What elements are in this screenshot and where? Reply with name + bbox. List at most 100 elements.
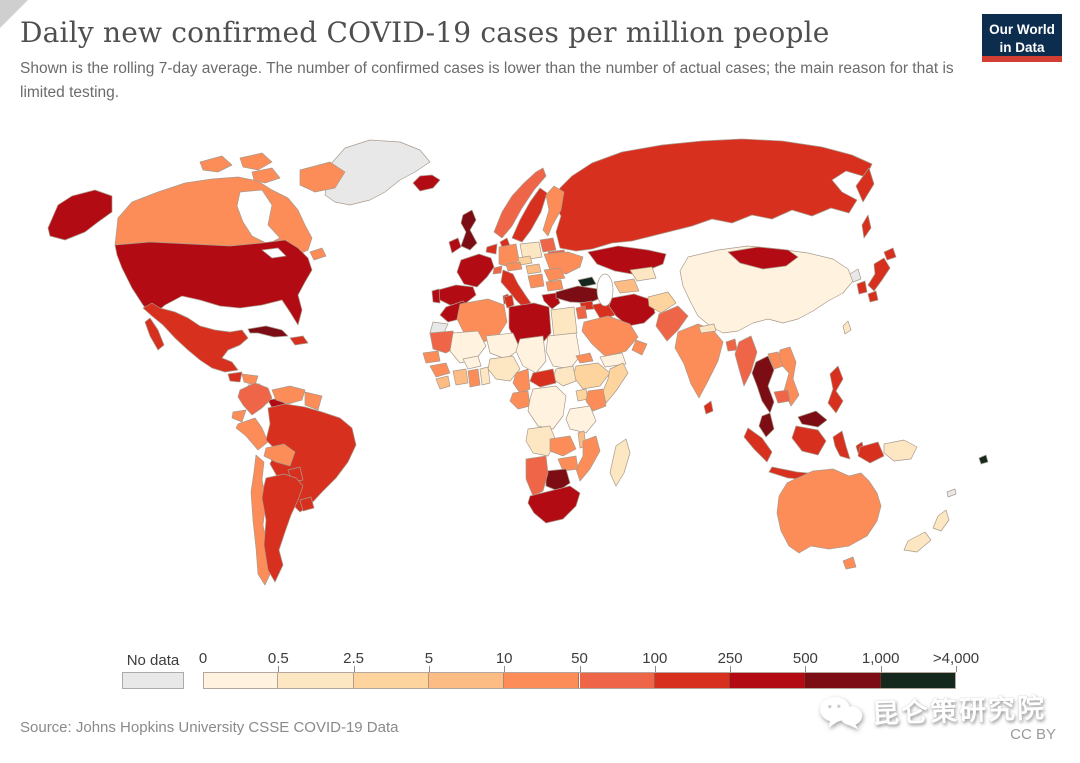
country-yemen[interactable] (599, 352, 627, 368)
country-australia-tasmania[interactable] (842, 556, 857, 570)
country-ivory-coast[interactable] (452, 368, 469, 386)
country-ghana[interactable] (467, 368, 481, 388)
country-mongolia[interactable] (727, 246, 799, 270)
country-senegal[interactable] (422, 350, 441, 364)
country-bangladesh[interactable] (725, 338, 738, 352)
country-malaysia-borneo[interactable] (797, 410, 828, 428)
country-indonesia-sumatra[interactable] (743, 427, 773, 463)
country-philippines[interactable] (827, 365, 844, 414)
country-iceland[interactable] (412, 174, 441, 192)
country-angola[interactable] (525, 425, 557, 457)
country-south-sudan[interactable] (552, 365, 577, 387)
country-sweden[interactable] (511, 187, 548, 243)
country-baltic-states[interactable] (539, 237, 557, 253)
country-eritrea[interactable] (575, 352, 594, 364)
country-turkey[interactable] (555, 285, 604, 304)
country-ethiopia[interactable] (572, 362, 611, 390)
country-taiwan[interactable] (842, 320, 852, 335)
country-argentina[interactable] (261, 473, 304, 583)
country-greece[interactable] (541, 292, 561, 310)
country-russia[interactable] (552, 138, 873, 252)
legend-bin-2[interactable] (353, 672, 429, 689)
legend-bin-1[interactable] (278, 672, 354, 689)
country-cameroon[interactable] (512, 368, 531, 394)
country-north-korea[interactable] (849, 268, 862, 283)
country-russia-kamchatka[interactable] (855, 167, 875, 203)
country-cuba[interactable] (247, 325, 289, 338)
country-oman[interactable] (631, 339, 648, 356)
country-pakistan[interactable] (655, 305, 689, 342)
legend-bin-9[interactable] (880, 672, 956, 689)
country-new-zealand-south[interactable] (903, 531, 932, 553)
country-nepal[interactable] (698, 323, 717, 334)
country-kenya[interactable] (585, 388, 607, 412)
country-switzerland[interactable] (492, 265, 503, 275)
country-benelux[interactable] (485, 243, 498, 255)
legend-bin-4[interactable] (504, 672, 580, 689)
country-bolivia[interactable] (263, 443, 296, 467)
legend-bin-8[interactable] (805, 672, 881, 689)
country-tunisia[interactable] (503, 294, 515, 309)
country-papua-new-guinea[interactable] (883, 439, 918, 462)
country-poland[interactable] (519, 241, 543, 261)
country-canada-newfoundland[interactable] (309, 247, 327, 261)
country-chad[interactable] (515, 335, 547, 374)
country-russia-sakhalin[interactable] (861, 214, 872, 239)
legend-bin-7[interactable] (730, 672, 806, 689)
country-greenland[interactable] (324, 139, 431, 206)
country-ecuador[interactable] (231, 409, 247, 423)
legend-bin-6[interactable] (654, 672, 731, 689)
country-guinea[interactable] (429, 362, 451, 378)
country-japan-honshu[interactable] (867, 257, 891, 292)
country-tanzania[interactable] (565, 405, 597, 434)
country-austria[interactable] (505, 261, 523, 272)
country-peru[interactable] (235, 417, 269, 451)
country-gabon-congo[interactable] (509, 390, 531, 410)
country-laos[interactable] (767, 351, 784, 370)
country-nigeria[interactable] (487, 355, 521, 382)
country-niger[interactable] (485, 332, 521, 360)
country-india[interactable] (674, 323, 724, 399)
country-ireland[interactable] (448, 237, 462, 254)
country-central-african-republic[interactable] (529, 368, 557, 388)
country-bulgaria[interactable] (545, 279, 564, 292)
country-japan-hokkaido[interactable] (883, 247, 897, 261)
country-mexico[interactable] (142, 302, 249, 373)
country-guatemala[interactable] (227, 371, 243, 383)
legend-bin-5[interactable] (579, 672, 655, 689)
country-france[interactable] (456, 253, 495, 288)
country-sudan[interactable] (545, 332, 581, 370)
country-burkina-faso[interactable] (462, 355, 482, 370)
country-japan-kyushu[interactable] (867, 290, 879, 303)
country-norway[interactable] (493, 167, 547, 239)
country-namibia[interactable] (525, 455, 549, 497)
country-hungary[interactable] (525, 263, 542, 275)
legend-bin-0[interactable] (203, 672, 279, 689)
license-link[interactable]: CC BY (1010, 726, 1056, 743)
legend-no-data-swatch[interactable] (122, 672, 184, 689)
country-iran[interactable] (608, 293, 656, 327)
country-hispaniola[interactable] (289, 335, 309, 346)
country-mexico-baja[interactable] (144, 317, 165, 351)
country-mozambique[interactable] (575, 435, 601, 482)
country-malaysia-peninsula[interactable] (758, 412, 775, 438)
country-south-korea[interactable] (856, 280, 868, 295)
country-finland[interactable] (542, 185, 565, 237)
country-turkmenistan[interactable] (613, 278, 640, 294)
country-china[interactable] (679, 245, 854, 334)
country-myanmar[interactable] (734, 335, 758, 387)
country-colombia[interactable] (237, 382, 273, 416)
country-new-zealand-north[interactable] (932, 509, 950, 532)
country-madagascar[interactable] (609, 438, 631, 487)
country-israel-jordan[interactable] (575, 305, 588, 320)
country-indonesia-borneo[interactable] (791, 425, 827, 456)
country-sierra-leone-liberia[interactable] (435, 375, 451, 390)
country-togo-benin[interactable] (479, 366, 491, 386)
country-kazakhstan[interactable] (587, 245, 667, 275)
country-canada-arctic-1[interactable] (199, 155, 233, 173)
country-zambia[interactable] (549, 435, 577, 457)
country-thailand[interactable] (751, 355, 775, 414)
country-georgia-caucasus[interactable] (577, 276, 597, 288)
country-afghanistan[interactable] (647, 291, 677, 314)
country-uzbekistan[interactable] (629, 266, 657, 282)
